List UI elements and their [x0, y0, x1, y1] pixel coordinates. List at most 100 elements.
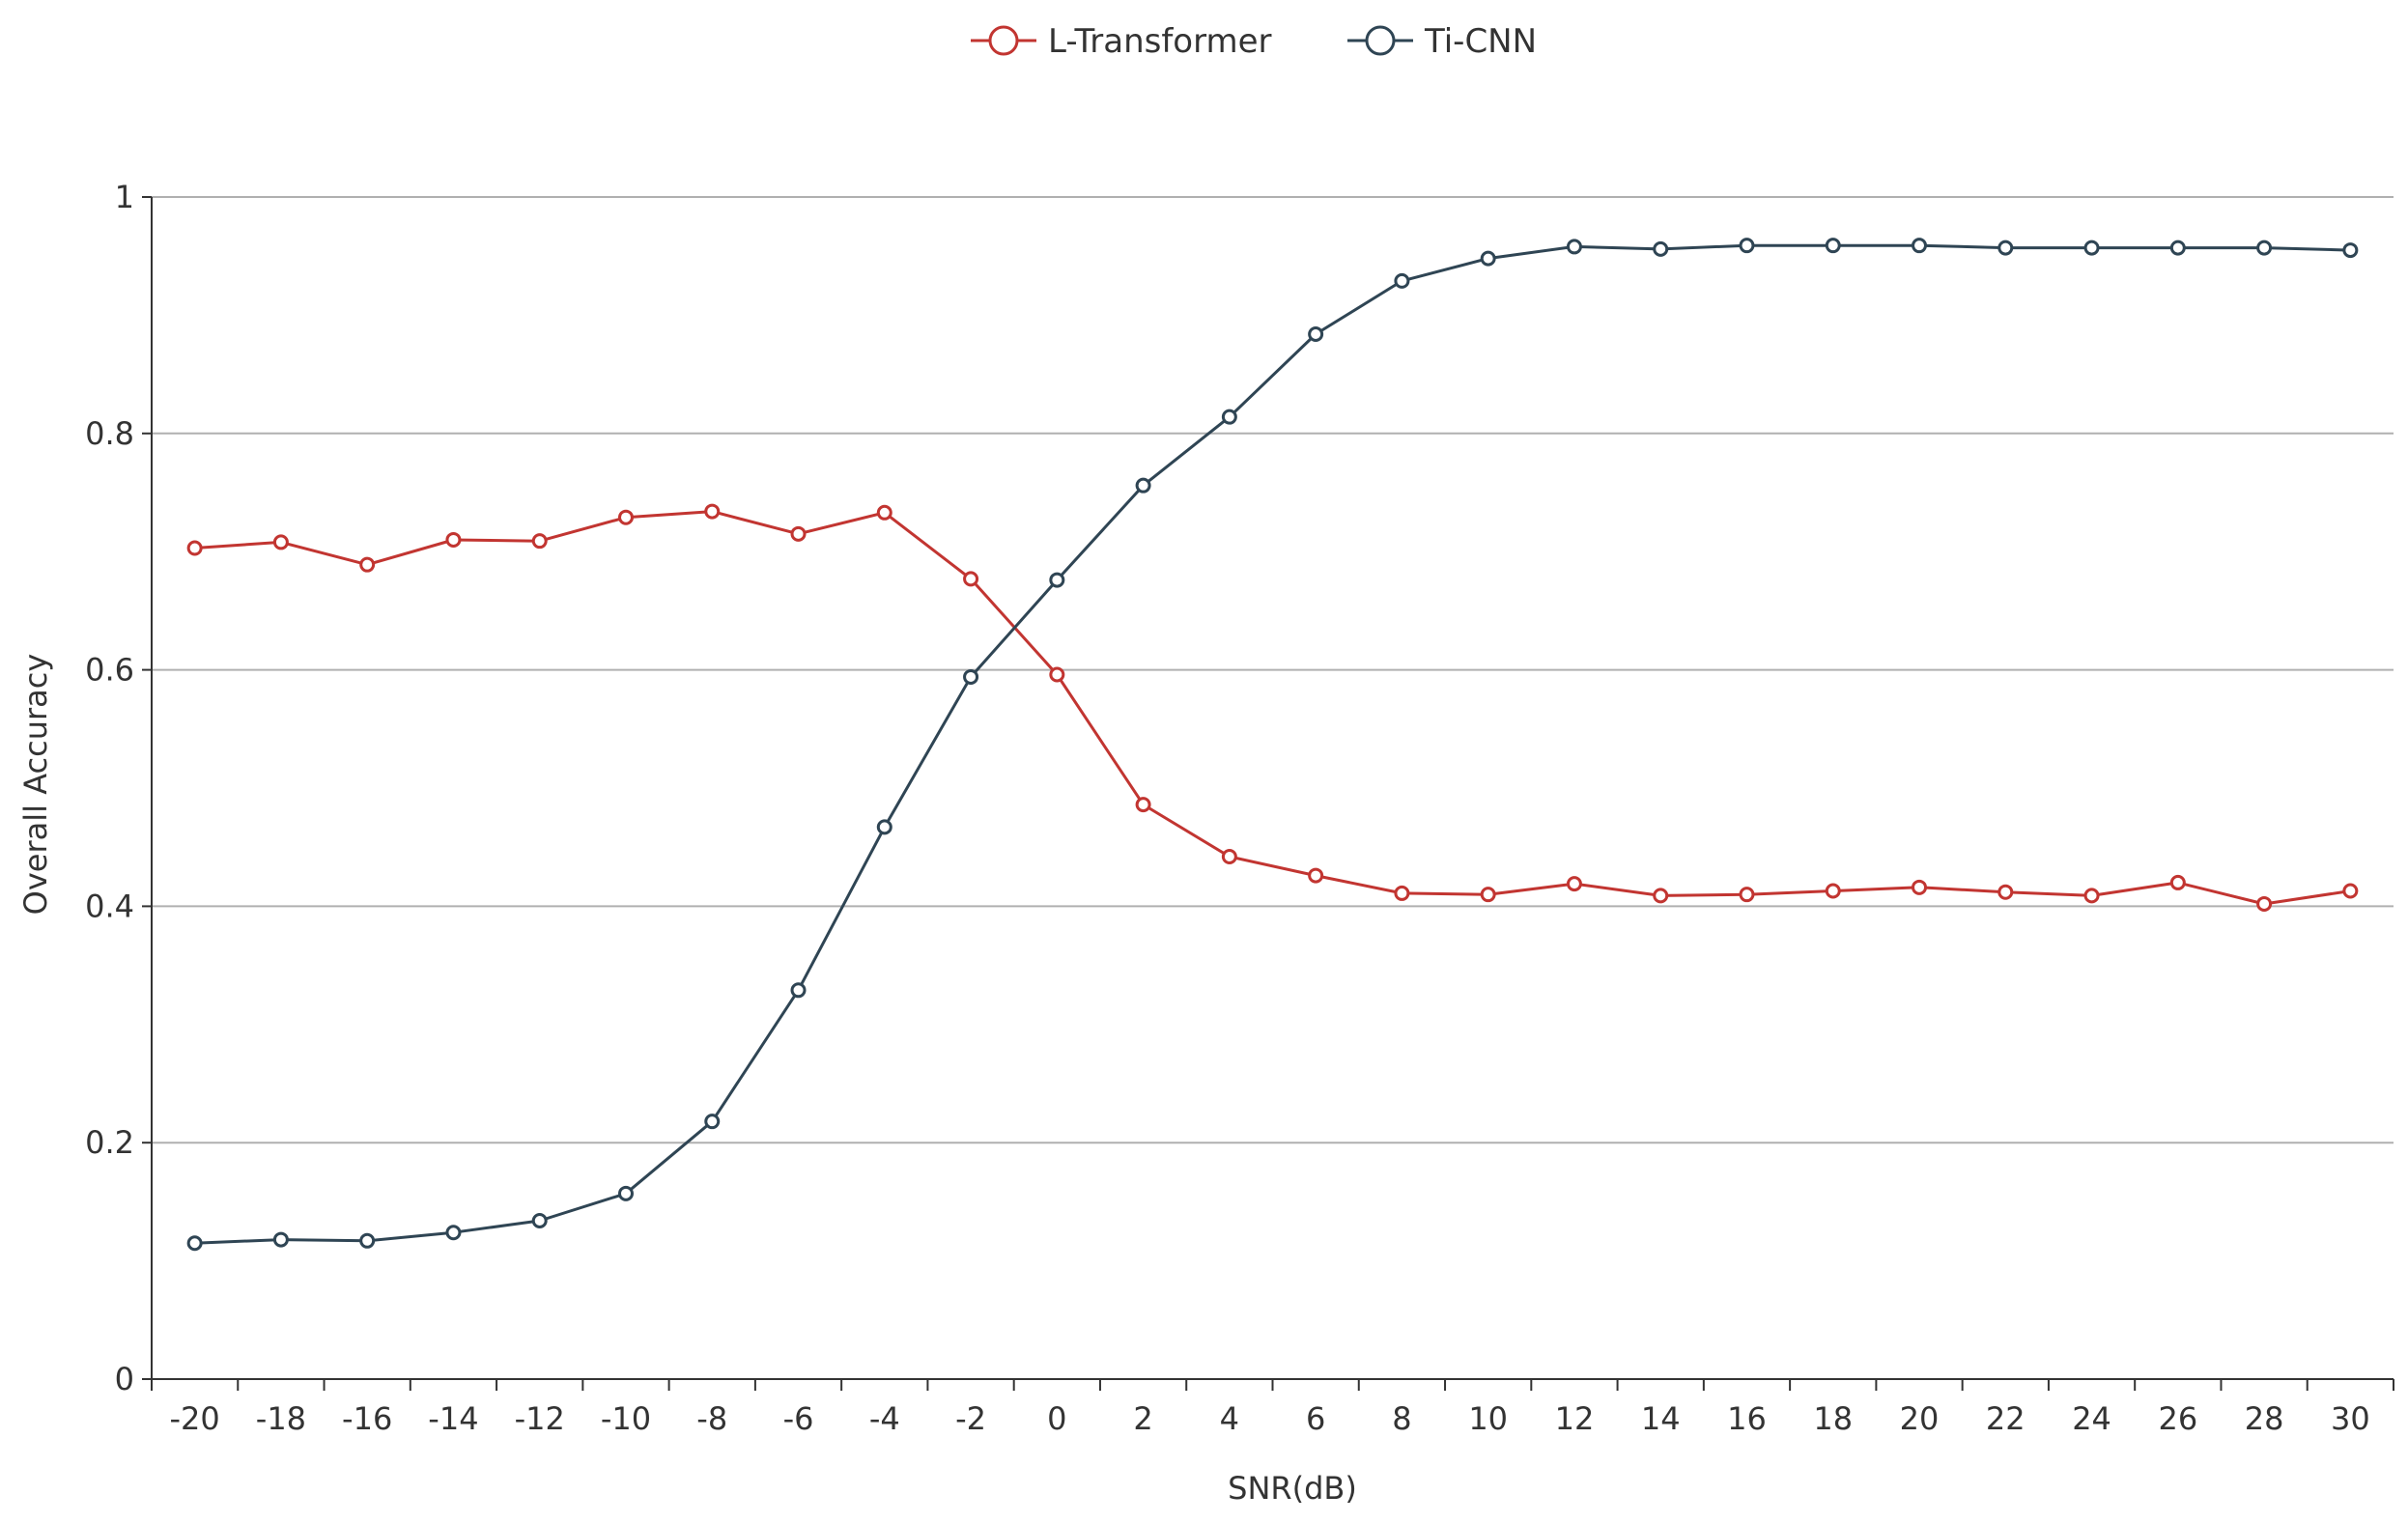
data-point[interactable] [790, 525, 807, 542]
data-point[interactable] [2256, 240, 2273, 256]
data-point[interactable] [531, 533, 548, 550]
data-point[interactable] [272, 534, 289, 550]
y-tick-label: 0.6 [85, 652, 134, 689]
data-point[interactable] [963, 571, 979, 587]
x-tick-label: 28 [2245, 1400, 2284, 1437]
x-tick-label: 16 [1727, 1400, 1767, 1437]
legend-marker [1365, 25, 1396, 56]
y-tick-label: 0.2 [85, 1124, 134, 1161]
data-point[interactable] [1825, 238, 1841, 254]
data-point[interactable] [2169, 874, 2186, 890]
x-tick-label: -4 [869, 1400, 900, 1437]
x-tick-label: 0 [1047, 1400, 1066, 1437]
data-point[interactable] [2169, 240, 2186, 256]
data-point[interactable] [1049, 572, 1065, 588]
data-point[interactable] [445, 531, 462, 548]
data-point[interactable] [1739, 887, 1755, 903]
data-point[interactable] [1308, 867, 1324, 884]
x-tick-label: 4 [1220, 1400, 1239, 1437]
data-point[interactable] [1912, 879, 1928, 895]
data-point[interactable] [1653, 240, 1669, 257]
legend-item[interactable]: Ti-CNN [1347, 22, 1537, 61]
data-point[interactable] [186, 1235, 203, 1252]
data-point[interactable] [1480, 250, 1496, 267]
x-tick-label: 24 [2072, 1400, 2111, 1437]
data-point[interactable] [1997, 884, 2014, 900]
data-point[interactable] [1221, 409, 1237, 425]
y-tick-label: 1 [115, 179, 134, 215]
data-point[interactable] [876, 819, 892, 835]
data-point[interactable] [1997, 240, 2014, 256]
legend-label: L-Transformer [1048, 22, 1272, 61]
series-2 [186, 238, 2359, 1252]
data-point[interactable] [2342, 242, 2359, 259]
data-point[interactable] [2256, 895, 2273, 912]
x-tick-label: 6 [1306, 1400, 1325, 1437]
data-point[interactable] [1308, 325, 1324, 342]
y-tick-label: 0.4 [85, 888, 134, 924]
x-tick-label: 18 [1813, 1400, 1853, 1437]
data-point[interactable] [1912, 238, 1928, 254]
data-point[interactable] [617, 1185, 634, 1201]
data-point[interactable] [2083, 888, 2100, 904]
x-tick-label: 22 [1986, 1400, 2026, 1437]
data-point[interactable] [617, 509, 634, 525]
data-point[interactable] [1566, 239, 1582, 255]
x-tick-label: -6 [783, 1400, 814, 1437]
data-point[interactable] [272, 1231, 289, 1248]
legend[interactable]: L-Transformer Ti-CNN [971, 22, 1537, 61]
x-tick-label: 8 [1392, 1400, 1411, 1437]
series-line [194, 243, 2351, 1245]
data-point[interactable] [531, 1212, 548, 1228]
x-tick-label: 12 [1555, 1400, 1595, 1437]
y-tick-label: 0 [115, 1361, 134, 1397]
data-point[interactable] [790, 982, 807, 999]
x-tick-label: 2 [1133, 1400, 1152, 1437]
data-point[interactable] [963, 668, 979, 685]
data-point[interactable] [1653, 888, 1669, 904]
series-1 [186, 503, 2359, 912]
data-point[interactable] [1566, 876, 1582, 892]
grid-lines [152, 196, 2394, 1144]
data-point[interactable] [359, 556, 376, 573]
data-point[interactable] [704, 1114, 721, 1130]
legend-label: Ti-CNN [1424, 22, 1537, 61]
data-point[interactable] [1049, 666, 1065, 683]
x-tick-label: -16 [342, 1400, 392, 1437]
legend-item[interactable]: L-Transformer [971, 22, 1272, 61]
series-line [194, 510, 2351, 906]
data-point[interactable] [359, 1232, 376, 1249]
y-axis-ticks: 0 0.2 0.4 0.6 0.8 1 [85, 179, 152, 1397]
x-tick-label: -18 [256, 1400, 306, 1437]
data-point[interactable] [1135, 797, 1151, 813]
data-point[interactable] [1394, 272, 1410, 289]
x-tick-label: 30 [2331, 1400, 2370, 1437]
x-axis-title: SNR(dB) [1228, 1470, 1357, 1507]
x-tick-label: -20 [170, 1400, 220, 1437]
x-tick-label: -2 [955, 1400, 986, 1437]
data-point[interactable] [1221, 848, 1237, 864]
data-point[interactable] [445, 1225, 462, 1241]
data-point[interactable] [2342, 883, 2359, 899]
y-tick-label: 0.8 [85, 415, 134, 452]
data-point[interactable] [2083, 240, 2100, 256]
x-tick-label: -12 [515, 1400, 565, 1437]
data-point[interactable] [704, 503, 721, 520]
x-axis: -20 -18 -16 -14 -12 -10 -8 -6 -4 -2 0 2 4 6 8 10 12 14 16 1… [151, 197, 2394, 1437]
data-point[interactable] [876, 504, 892, 521]
legend-marker [988, 25, 1019, 56]
series-group [186, 238, 2359, 1252]
x-tick-label: -8 [696, 1400, 727, 1437]
data-point[interactable] [1394, 885, 1410, 901]
data-point[interactable] [1739, 238, 1755, 254]
data-point[interactable] [1825, 883, 1841, 899]
y-axis-title: Overall Accuracy [17, 654, 54, 916]
x-tick-label: 14 [1641, 1400, 1681, 1437]
data-point[interactable] [1135, 477, 1151, 494]
x-tick-label: 10 [1468, 1400, 1508, 1437]
data-point[interactable] [1480, 887, 1496, 903]
x-tick-label: 20 [1900, 1400, 1940, 1437]
data-point[interactable] [186, 540, 203, 556]
x-tick-label: -10 [601, 1400, 651, 1437]
